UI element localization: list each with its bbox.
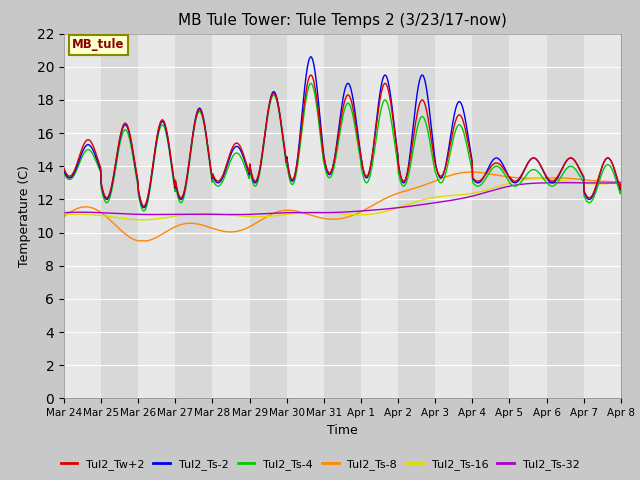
Legend: Tul2_Tw+2, Tul2_Ts-2, Tul2_Ts-4, Tul2_Ts-8, Tul2_Ts-16, Tul2_Ts-32: Tul2_Tw+2, Tul2_Ts-2, Tul2_Ts-4, Tul2_Ts… xyxy=(56,455,584,474)
Bar xyxy=(584,34,621,398)
Bar xyxy=(547,34,584,398)
Bar xyxy=(138,34,175,398)
Bar xyxy=(212,34,250,398)
Bar xyxy=(509,34,547,398)
Bar xyxy=(324,34,361,398)
Bar xyxy=(361,34,398,398)
Bar xyxy=(250,34,287,398)
X-axis label: Time: Time xyxy=(327,424,358,437)
Title: MB Tule Tower: Tule Temps 2 (3/23/17-now): MB Tule Tower: Tule Temps 2 (3/23/17-now… xyxy=(178,13,507,28)
Bar xyxy=(287,34,324,398)
Bar xyxy=(175,34,212,398)
Bar xyxy=(101,34,138,398)
Bar xyxy=(435,34,472,398)
Bar xyxy=(398,34,435,398)
Y-axis label: Temperature (C): Temperature (C) xyxy=(18,165,31,267)
Text: MB_tule: MB_tule xyxy=(72,38,125,51)
Bar xyxy=(472,34,509,398)
Bar xyxy=(64,34,101,398)
